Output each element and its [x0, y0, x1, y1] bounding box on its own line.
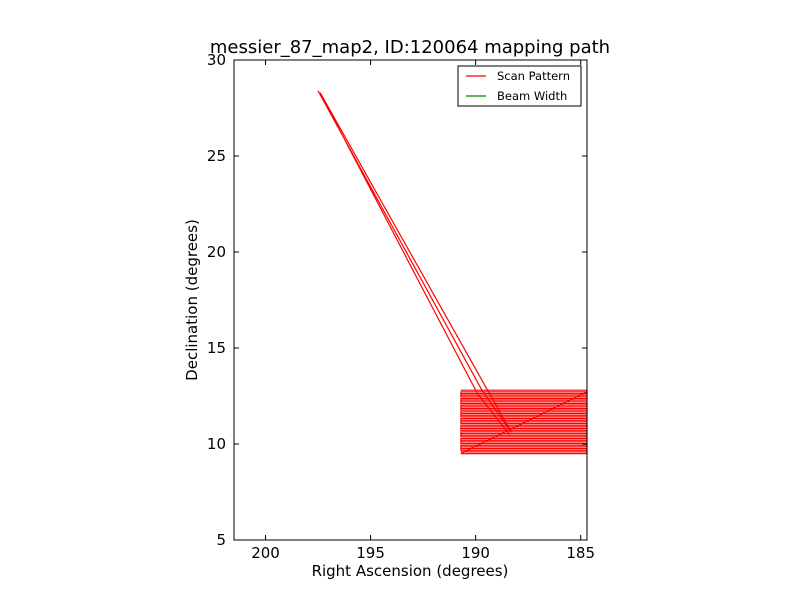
x-tick-label: 185	[566, 544, 595, 562]
legend-box	[457, 65, 582, 107]
x-axis-label: Right Ascension (degrees)	[312, 562, 509, 580]
legend: Scan Pattern Beam Width	[457, 65, 582, 107]
y-tick-label: 10	[207, 435, 226, 453]
y-tick-label: 20	[207, 243, 226, 261]
scan-pattern-slew-line	[317, 90, 512, 435]
y-tick-label: 5	[216, 531, 226, 549]
plot-frame	[233, 59, 588, 541]
x-tick-label: 190	[461, 544, 490, 562]
x-tick-label: 195	[356, 544, 385, 562]
y-tick-label: 25	[207, 147, 226, 165]
tick-layer: 200 195 190 185 5 10 15 20 25 30	[207, 51, 595, 562]
y-tick-label: 30	[207, 51, 226, 69]
legend-label-beam-width: Beam Width	[497, 89, 567, 103]
y-tick-label: 15	[207, 339, 226, 357]
y-axis-label: Declination (degrees)	[183, 219, 201, 381]
legend-label-scan-pattern: Scan Pattern	[497, 69, 570, 83]
x-tick-label: 200	[251, 544, 280, 562]
series-layer	[317, 90, 588, 455]
scan-pattern-raster	[460, 389, 588, 455]
chart-title: messier_87_map2, ID:120064 mapping path	[210, 37, 610, 58]
plot-area: 200 195 190 185 5 10 15 20 25 30	[207, 51, 595, 562]
